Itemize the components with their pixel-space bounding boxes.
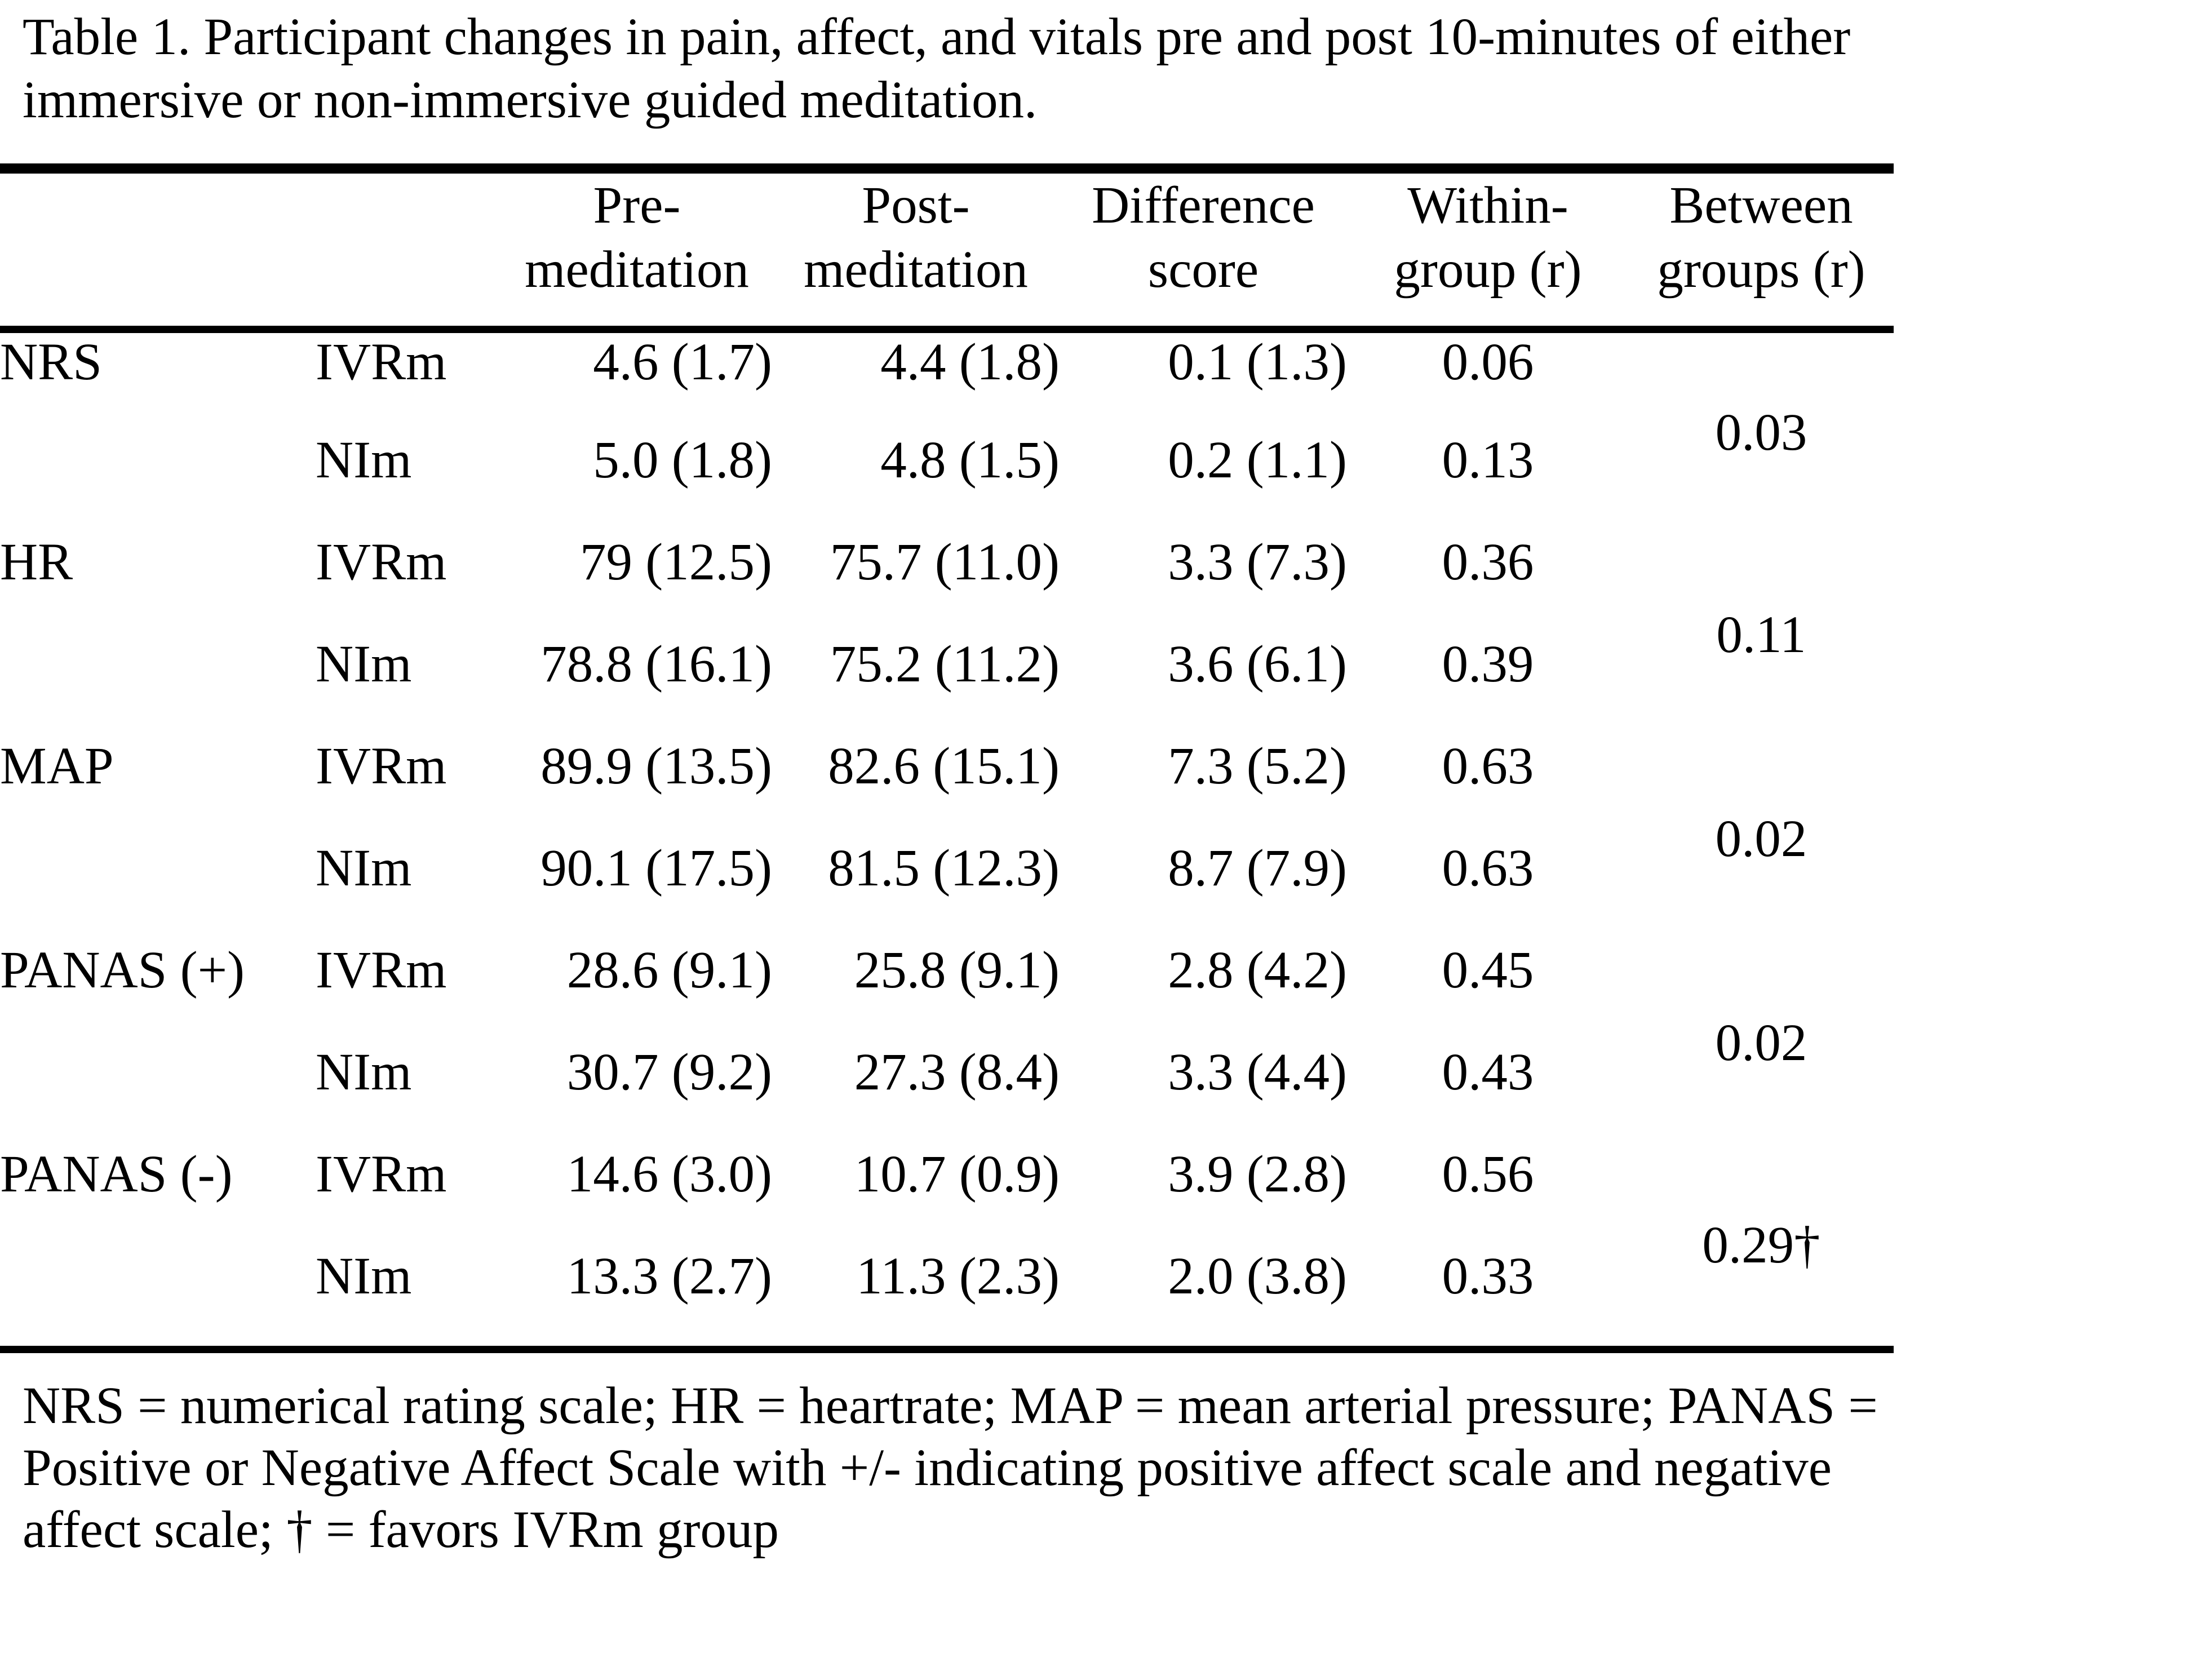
results-table: Pre-meditation Post-meditation Differenc… — [0, 163, 1894, 1353]
col-header-within-group: Within-group (r) — [1347, 169, 1629, 333]
group-label: NIm — [316, 431, 412, 489]
difference-score-value: 7.3 (5.2) — [1168, 737, 1347, 795]
post-meditation-value: 81.5 (12.3) — [828, 839, 1060, 897]
difference-score-value: 3.6 (6.1) — [1168, 635, 1347, 693]
within-group-value: 0.39 — [1442, 635, 1534, 693]
within-group-value: 0.36 — [1442, 533, 1534, 591]
pre-meditation-value: 13.3 (2.7) — [566, 1247, 772, 1305]
between-groups-value: 0.03 — [1715, 404, 1807, 462]
difference-score-value: 2.0 (3.8) — [1168, 1247, 1347, 1305]
difference-score-value: 3.3 (4.4) — [1168, 1043, 1347, 1101]
pre-meditation-value: 5.0 (1.8) — [593, 431, 772, 489]
measure-label: HR — [0, 533, 73, 591]
table-row: PANAS (+) IVRm 28.6 (9.1) 25.8 (9.1) 2.8… — [0, 941, 1894, 1072]
table-row: NIm 5.0 (1.8) 4.8 (1.5) 0.2 (1.1) 0.13 — [0, 431, 1894, 533]
table-footnote: NRS = numerical rating scale; HR = heart… — [23, 1377, 1878, 1559]
col-header-line: Pre- — [593, 176, 681, 234]
post-meditation-value: 4.8 (1.5) — [880, 431, 1060, 489]
header-row: Pre-meditation Post-meditation Differenc… — [0, 169, 1894, 333]
between-groups-value: 0.11 — [1716, 606, 1806, 664]
col-header-line: Post- — [862, 176, 970, 234]
within-group-value: 0.45 — [1442, 941, 1534, 999]
group-label: NIm — [316, 1043, 412, 1101]
between-groups-value: 0.02 — [1715, 810, 1807, 868]
within-group-value: 0.13 — [1442, 431, 1534, 489]
pre-meditation-value: 89.9 (13.5) — [540, 737, 772, 795]
between-groups-value: 0.29† — [1702, 1216, 1820, 1274]
col-header-line: groups (r) — [1657, 241, 1865, 299]
col-header-line: meditation — [804, 241, 1028, 299]
pre-meditation-value: 14.6 (3.0) — [566, 1145, 772, 1203]
post-meditation-value: 10.7 (0.9) — [854, 1145, 1060, 1203]
table-row: HR IVRm 79 (12.5) 75.7 (11.0) 3.3 (7.3) … — [0, 533, 1894, 664]
difference-score-value: 3.3 (7.3) — [1168, 533, 1347, 591]
col-header-measure — [0, 169, 316, 333]
table-caption: Table 1. Participant changes in pain, af… — [23, 8, 1851, 129]
col-header-between-groups: Between groups (r) — [1629, 169, 1894, 333]
pre-meditation-value: 79 (12.5) — [580, 533, 772, 591]
col-header-group — [316, 169, 502, 333]
post-meditation-value: 82.6 (15.1) — [828, 737, 1060, 795]
measure-label: PANAS (+) — [0, 941, 245, 999]
col-header-line: Difference — [1092, 176, 1315, 234]
pre-meditation-value: 4.6 (1.7) — [593, 333, 772, 391]
difference-score-value: 0.1 (1.3) — [1168, 333, 1347, 391]
group-label: IVRm — [316, 333, 447, 391]
col-header-line: Within- — [1407, 176, 1568, 234]
group-label: IVRm — [316, 533, 447, 591]
pre-meditation-value: 78.8 (16.1) — [540, 635, 772, 693]
table-row: NIm 30.7 (9.2) 27.3 (8.4) 3.3 (4.4) 0.43 — [0, 1043, 1894, 1145]
col-header-line: group (r) — [1394, 241, 1582, 299]
difference-score-value: 8.7 (7.9) — [1168, 839, 1347, 897]
difference-score-value: 0.2 (1.1) — [1168, 431, 1347, 489]
table-row: NIm 90.1 (17.5) 81.5 (12.3) 8.7 (7.9) 0.… — [0, 839, 1894, 941]
group-label: IVRm — [316, 941, 447, 999]
col-header-line: score — [1147, 241, 1259, 299]
group-label: IVRm — [316, 737, 447, 795]
group-label: NIm — [316, 839, 412, 897]
within-group-value: 0.63 — [1442, 839, 1534, 897]
group-label: IVRm — [316, 1145, 447, 1203]
pre-meditation-value: 90.1 (17.5) — [540, 839, 772, 897]
col-header-line: meditation — [525, 241, 749, 299]
table-row: NIm 13.3 (2.7) 11.3 (2.3) 2.0 (3.8) 0.33 — [0, 1247, 1894, 1349]
col-header-line: Between — [1669, 176, 1853, 234]
group-label: NIm — [316, 635, 412, 693]
pre-meditation-value: 30.7 (9.2) — [566, 1043, 772, 1101]
table-row: MAP IVRm 89.9 (13.5) 82.6 (15.1) 7.3 (5.… — [0, 737, 1894, 868]
post-meditation-value: 25.8 (9.1) — [854, 941, 1060, 999]
col-header-difference-score: Difference score — [1060, 169, 1347, 333]
table-row: NRS IVRm 4.6 (1.7) 4.4 (1.8) 0.1 (1.3) 0… — [0, 329, 1894, 462]
post-meditation-value: 27.3 (8.4) — [854, 1043, 1060, 1101]
within-group-value: 0.06 — [1442, 333, 1534, 391]
within-group-value: 0.63 — [1442, 737, 1534, 795]
col-header-post-meditation: Post-meditation — [772, 169, 1060, 333]
table-row: PANAS (-) IVRm 14.6 (3.0) 10.7 (0.9) 3.9… — [0, 1145, 1894, 1274]
pre-meditation-value: 28.6 (9.1) — [566, 941, 772, 999]
group-label: NIm — [316, 1247, 412, 1305]
post-meditation-value: 75.2 (11.2) — [830, 635, 1060, 693]
measure-label: NRS — [0, 333, 102, 391]
measure-label: PANAS (-) — [0, 1145, 233, 1203]
within-group-value: 0.33 — [1442, 1247, 1534, 1305]
difference-score-value: 2.8 (4.2) — [1168, 941, 1347, 999]
post-meditation-value: 75.7 (11.0) — [830, 533, 1060, 591]
between-groups-value: 0.02 — [1715, 1014, 1807, 1072]
col-header-pre-meditation: Pre-meditation — [502, 169, 772, 333]
within-group-value: 0.43 — [1442, 1043, 1534, 1101]
post-meditation-value: 4.4 (1.8) — [880, 333, 1060, 391]
post-meditation-value: 11.3 (2.3) — [856, 1247, 1060, 1305]
within-group-value: 0.56 — [1442, 1145, 1534, 1203]
table-row: NIm 78.8 (16.1) 75.2 (11.2) 3.6 (6.1) 0.… — [0, 635, 1894, 737]
measure-label: MAP — [0, 737, 114, 795]
difference-score-value: 3.9 (2.8) — [1168, 1145, 1347, 1203]
